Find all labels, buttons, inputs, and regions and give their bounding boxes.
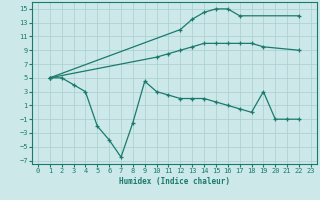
X-axis label: Humidex (Indice chaleur): Humidex (Indice chaleur) bbox=[119, 177, 230, 186]
